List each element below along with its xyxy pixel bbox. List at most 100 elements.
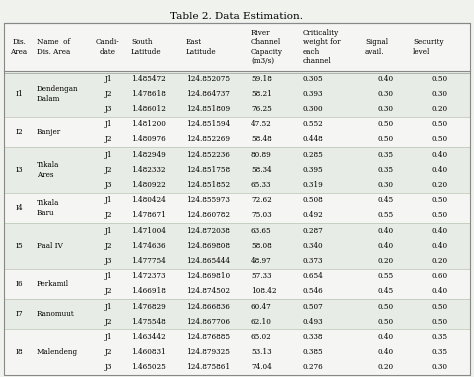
Text: 0.30: 0.30 [378, 90, 394, 98]
Text: 0.20: 0.20 [432, 105, 448, 113]
Text: 0.50: 0.50 [432, 303, 448, 311]
Text: J1: J1 [104, 196, 112, 204]
Text: 0.40: 0.40 [378, 227, 394, 234]
Bar [4, 268, 470, 299]
Text: 1.486012: 1.486012 [131, 105, 166, 113]
Text: 0.50: 0.50 [432, 135, 448, 143]
Text: 0.60: 0.60 [432, 272, 448, 280]
Text: 0.55: 0.55 [378, 272, 394, 280]
Text: 0.50: 0.50 [378, 303, 394, 311]
Text: 1.480922: 1.480922 [131, 181, 166, 189]
Text: 1.480976: 1.480976 [131, 135, 166, 143]
Text: Dendengan
Dalam: Dendengan Dalam [37, 85, 79, 103]
Text: 0.40: 0.40 [432, 227, 448, 234]
Text: 0.373: 0.373 [303, 257, 323, 265]
Text: 0.50: 0.50 [432, 120, 448, 128]
Text: 0.654: 0.654 [303, 272, 324, 280]
Text: 0.20: 0.20 [432, 257, 448, 265]
Text: 0.40: 0.40 [378, 333, 394, 341]
Text: 124.866836: 124.866836 [186, 303, 230, 311]
Text: 0.492: 0.492 [303, 211, 324, 219]
Text: J2: J2 [104, 166, 112, 174]
Text: Signal
avail.: Signal avail. [365, 38, 388, 56]
Bar [4, 193, 470, 223]
Text: I7: I7 [15, 310, 23, 318]
Text: 0.40: 0.40 [378, 75, 394, 83]
Text: 0.45: 0.45 [378, 196, 394, 204]
Text: I4: I4 [15, 204, 23, 212]
Text: 0.276: 0.276 [303, 363, 324, 371]
Text: 1.482949: 1.482949 [131, 150, 166, 159]
Text: 0.300: 0.300 [303, 105, 324, 113]
Text: 124.869810: 124.869810 [186, 272, 230, 280]
Text: 1.477754: 1.477754 [131, 257, 166, 265]
Text: 124.874502: 124.874502 [186, 287, 230, 296]
Text: 124.852269: 124.852269 [186, 135, 230, 143]
Text: 0.338: 0.338 [303, 333, 323, 341]
Text: J2: J2 [104, 348, 112, 356]
Text: 1.463442: 1.463442 [131, 333, 165, 341]
Text: J2: J2 [104, 287, 112, 296]
Text: 1.460831: 1.460831 [131, 348, 166, 356]
Text: 57.33: 57.33 [251, 272, 272, 280]
Text: J1: J1 [104, 333, 112, 341]
Text: 0.50: 0.50 [432, 196, 448, 204]
Text: 1.481200: 1.481200 [131, 120, 166, 128]
Text: 1.465025: 1.465025 [131, 363, 166, 371]
Text: River
Channel
Capacity
(m3/s): River Channel Capacity (m3/s) [251, 29, 283, 65]
Text: I2: I2 [15, 128, 23, 136]
Text: Candi-
date: Candi- date [96, 38, 120, 56]
Text: 1.471004: 1.471004 [131, 227, 166, 234]
Text: East
Latitude: East Latitude [186, 38, 217, 56]
Text: South
Latitude: South Latitude [131, 38, 162, 56]
Text: 0.30: 0.30 [432, 90, 448, 98]
Text: 1.478618: 1.478618 [131, 90, 166, 98]
Bar [4, 71, 470, 116]
Text: Dis.
Area: Dis. Area [10, 38, 27, 56]
Text: 0.40: 0.40 [378, 242, 394, 250]
Text: J2: J2 [104, 318, 112, 326]
Text: 58.21: 58.21 [251, 90, 272, 98]
Text: 0.50: 0.50 [378, 120, 394, 128]
Text: 0.55: 0.55 [378, 211, 394, 219]
Text: Criticality
weight for
each
channel: Criticality weight for each channel [303, 29, 340, 65]
Text: Malendeng: Malendeng [37, 348, 78, 356]
Text: 124.851758: 124.851758 [186, 166, 230, 174]
Text: 124.869808: 124.869808 [186, 242, 230, 250]
Text: J1: J1 [104, 75, 112, 83]
Text: 58.34: 58.34 [251, 166, 272, 174]
Text: I8: I8 [15, 348, 23, 356]
Text: I1: I1 [15, 90, 23, 98]
Bar [4, 329, 470, 375]
Text: Banjer: Banjer [37, 128, 61, 136]
Bar [4, 116, 470, 147]
Text: 0.305: 0.305 [303, 75, 324, 83]
Text: 0.50: 0.50 [432, 318, 448, 326]
Text: 124.851809: 124.851809 [186, 105, 230, 113]
Text: Ranomuut: Ranomuut [37, 310, 75, 318]
Text: 0.40: 0.40 [432, 287, 448, 296]
Text: 0.319: 0.319 [303, 181, 324, 189]
Text: 0.40: 0.40 [432, 166, 448, 174]
Text: 0.50: 0.50 [432, 211, 448, 219]
Text: 1.474636: 1.474636 [131, 242, 165, 250]
Text: 0.35: 0.35 [378, 166, 394, 174]
Text: 0.35: 0.35 [378, 150, 394, 159]
Text: 0.30: 0.30 [378, 181, 394, 189]
Text: J1: J1 [104, 272, 112, 280]
Text: 0.546: 0.546 [303, 287, 324, 296]
Text: 124.864737: 124.864737 [186, 90, 230, 98]
Text: 108.42: 108.42 [251, 287, 276, 296]
Text: 124.879325: 124.879325 [186, 348, 230, 356]
Text: 0.40: 0.40 [432, 242, 448, 250]
Text: 0.20: 0.20 [378, 363, 394, 371]
Text: 75.03: 75.03 [251, 211, 272, 219]
Text: 72.62: 72.62 [251, 196, 272, 204]
Text: 124.865444: 124.865444 [186, 257, 230, 265]
Text: 124.875861: 124.875861 [186, 363, 230, 371]
Text: 65.02: 65.02 [251, 333, 272, 341]
Text: 76.25: 76.25 [251, 105, 272, 113]
Text: 124.872038: 124.872038 [186, 227, 230, 234]
Text: 0.448: 0.448 [303, 135, 324, 143]
Text: J1: J1 [104, 150, 112, 159]
